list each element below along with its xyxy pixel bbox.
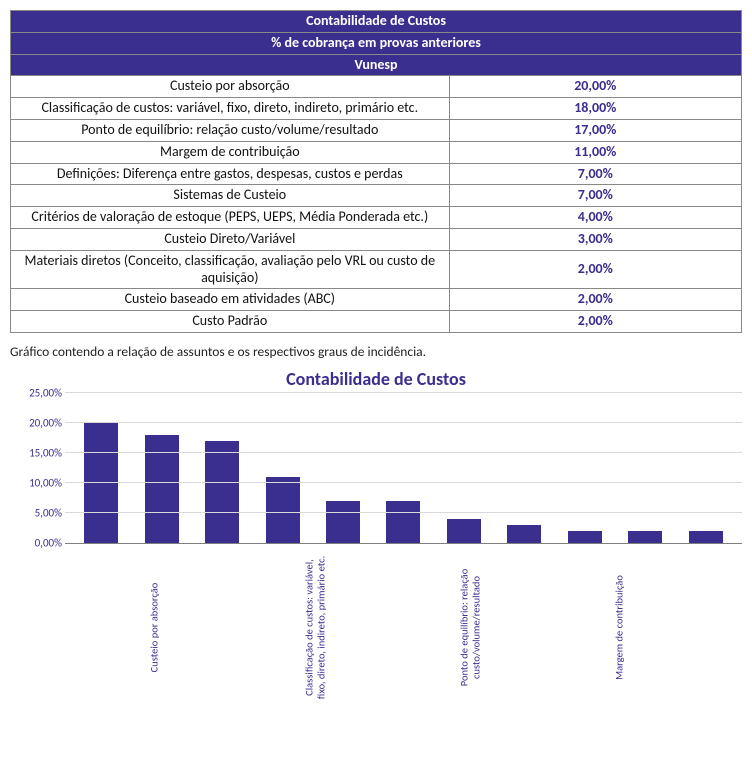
table-row: Ponto de equilíbrio: relação custo/volum… (11, 119, 742, 141)
percent-cell: 20,00% (449, 76, 741, 98)
chart-gridline (65, 482, 742, 483)
chart-bar (84, 423, 118, 543)
table-row: Custeio por absorção20,00% (11, 76, 742, 98)
chart-y-tick: 5,00% (10, 506, 62, 519)
chart-bar (568, 531, 602, 543)
chart-gridline (65, 452, 742, 453)
table-row: Critérios de valoração de estoque (PEPS,… (11, 207, 742, 229)
chart-caption: Gráfico contendo a relação de assuntos e… (10, 343, 742, 360)
chart-y-tick: 20,00% (10, 416, 62, 429)
topic-cell: Sistemas de Custeio (11, 185, 450, 207)
chart-x-label-slot: Definições: Diferença entre gastos, desp… (691, 544, 752, 704)
topic-cell: Ponto de equilíbrio: relação custo/volum… (11, 119, 450, 141)
table-row: Sistemas de Custeio7,00% (11, 185, 742, 207)
chart-bar-slot (252, 477, 312, 543)
topic-cell: Margem de contribuição (11, 141, 450, 163)
percent-cell: 4,00% (449, 207, 741, 229)
topic-cell: Classificação de custos: variável, fixo,… (11, 98, 450, 120)
chart-bar-slot (494, 525, 554, 543)
chart-bar (326, 501, 360, 543)
chart-y-tick: 10,00% (10, 476, 62, 489)
chart-x-label-slot: Margem de contribuição (536, 544, 691, 704)
chart-bar (447, 519, 481, 543)
table-title-3: Vunesp (11, 54, 742, 76)
chart-x-label: Custeio por absorção (149, 550, 161, 705)
percent-cell: 2,00% (449, 311, 741, 333)
percent-cell: 11,00% (449, 141, 741, 163)
chart-bar-slot (313, 501, 373, 543)
table-row: Custeio baseado em atividades (ABC)2,00% (11, 289, 742, 311)
percent-cell: 18,00% (449, 98, 741, 120)
table-row: Definições: Diferença entre gastos, desp… (11, 163, 742, 185)
topic-cell: Custeio baseado em atividades (ABC) (11, 289, 450, 311)
chart-x-label-slot: Custeio por absorção (71, 544, 226, 704)
chart-x-label-slot: Ponto de equilíbrio: relação custo/volum… (381, 544, 536, 704)
table-row: Custeio Direto/Variável3,00% (11, 228, 742, 250)
table-body: Custeio por absorção20,00%Classificação … (11, 76, 742, 333)
topic-cell: Custeio por absorção (11, 76, 450, 98)
chart-bar (386, 501, 420, 543)
chart-bar (266, 477, 300, 543)
chart-gridline (65, 422, 742, 423)
chart-y-tick: 25,00% (10, 386, 62, 399)
chart-bar (628, 531, 662, 543)
chart-bar (205, 441, 239, 543)
chart-bar-slot (676, 531, 736, 543)
table-title-1: Contabilidade de Custos (11, 11, 742, 33)
percent-cell: 2,00% (449, 289, 741, 311)
chart-bar-slot (373, 501, 433, 543)
percent-cell: 17,00% (449, 119, 741, 141)
chart-y-tick: 15,00% (10, 446, 62, 459)
chart-x-label: Ponto de equilíbrio: relação custo/volum… (459, 550, 483, 705)
chart-x-label: Classificação de custos: variável, fixo,… (304, 550, 328, 705)
chart-gridline (65, 392, 742, 393)
chart-bar-slot (192, 441, 252, 543)
chart-bar-slot (615, 531, 675, 543)
percent-cell: 3,00% (449, 228, 741, 250)
table-row: Margem de contribuição11,00% (11, 141, 742, 163)
chart-bar (689, 531, 723, 543)
chart-gridline (65, 512, 742, 513)
table-row: Custo Padrão2,00% (11, 311, 742, 333)
chart-x-labels: Custeio por absorção Classificação de cus… (65, 544, 742, 704)
chart-bars (65, 394, 742, 543)
chart-bar-slot (434, 519, 494, 543)
percent-cell: 7,00% (449, 163, 741, 185)
percent-cell: 7,00% (449, 185, 741, 207)
chart-bar-slot (555, 531, 615, 543)
chart-x-label-slot: Classificação de custos: variável, fixo,… (226, 544, 381, 704)
topic-cell: Critérios de valoração de estoque (PEPS,… (11, 207, 450, 229)
table-row: Classificação de custos: variável, fixo,… (11, 98, 742, 120)
chart-x-label: Margem de contribuição (614, 550, 626, 705)
table-title-2: % de cobrança em provas anteriores (11, 32, 742, 54)
chart-bar (507, 525, 541, 543)
topic-cell: Custo Padrão (11, 311, 450, 333)
chart-title: Contabilidade de Custos (10, 368, 742, 390)
chart-y-tick: 0,00% (10, 536, 62, 549)
topic-cell: Definições: Diferença entre gastos, desp… (11, 163, 450, 185)
table-row: Materiais diretos (Conceito, classificaç… (11, 250, 742, 289)
topic-cell: Custeio Direto/Variável (11, 228, 450, 250)
cost-table: Contabilidade de Custos % de cobrança em… (10, 10, 742, 333)
percent-cell: 2,00% (449, 250, 741, 289)
topic-cell: Materiais diretos (Conceito, classificaç… (11, 250, 450, 289)
bar-chart: Contabilidade de Custos 0,00%5,00%10,00%… (10, 368, 742, 704)
chart-plot-area: 0,00%5,00%10,00%15,00%20,00%25,00% (65, 394, 742, 544)
chart-bar-slot (71, 423, 131, 543)
